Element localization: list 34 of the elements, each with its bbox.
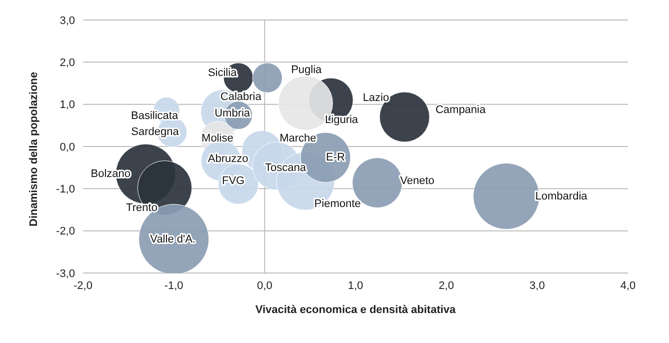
annotation: Piemonte	[314, 198, 361, 210]
x-tick-label: 3,0	[530, 280, 545, 292]
annotation: Valle d'A.	[150, 233, 196, 246]
x-tick-label: 2,0	[438, 280, 454, 292]
annotation: Molise	[202, 132, 234, 144]
annotation: Abruzzo	[208, 152, 248, 165]
annotation: E-R	[326, 151, 346, 164]
annotation: Basilicata	[131, 110, 179, 122]
y-axis-title: Dinamismo della popolazione	[28, 72, 40, 226]
x-axis-title: Vivacità economica e densità abitativa	[255, 304, 457, 316]
y-tick-label: 3,0	[60, 14, 75, 27]
annotation: Toscana	[264, 162, 307, 174]
x-tick-label: -1,0	[164, 280, 184, 292]
x-tick-label: 1,0	[348, 280, 364, 292]
annotation: Marche	[280, 132, 316, 145]
y-tick-label: 2,0	[60, 57, 75, 70]
annotation: FVG	[222, 175, 245, 188]
x-tick-label: 0,0	[257, 280, 272, 292]
y-tick-label: 0,0	[60, 141, 75, 154]
annotation: Puglia	[291, 64, 323, 76]
annotation: Liguria	[325, 114, 359, 126]
annotation: Campania	[435, 104, 486, 116]
annotation: Lazio	[362, 92, 390, 104]
annotation: Sardegna	[131, 126, 180, 138]
annotation: Calabria	[220, 90, 262, 103]
y-tick-label: 1,0	[60, 99, 75, 112]
y-tick-label: -1,0	[56, 184, 75, 196]
x-tick-label: -2,0	[74, 280, 92, 292]
y-tick-label: -3,0	[56, 268, 75, 280]
x-tick-label: 4,0	[620, 280, 636, 292]
annotation: Veneto	[400, 174, 434, 187]
annotation: Lombardia	[535, 190, 588, 202]
y-tick-label: -2,0	[56, 226, 75, 238]
annotation: Umbria	[214, 107, 251, 120]
